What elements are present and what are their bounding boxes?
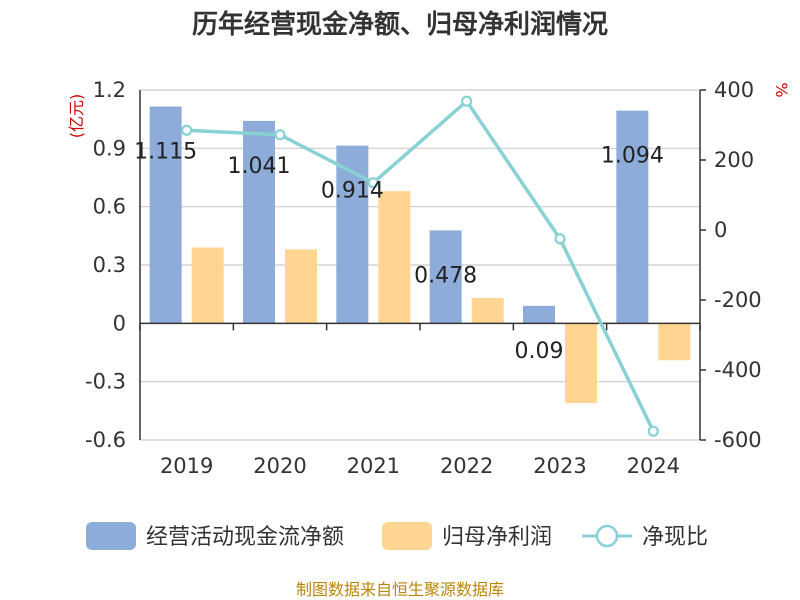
axes — [139, 89, 706, 441]
x-tick-label: 2022 — [440, 454, 493, 478]
net-profit-bar — [565, 323, 597, 404]
right-axis-unit: % — [772, 82, 791, 97]
cashflow-bar — [149, 106, 182, 324]
source-note: 制图数据来自恒生聚源数据库 — [296, 580, 504, 599]
cashflow-data-label: 1.041 — [228, 154, 291, 179]
tick-labels: 1.2 0.9 0.6 0.3 0 -0.3 -0.6 400 200 0 -200 -400 -600… — [85, 78, 762, 478]
net-profit-bar — [378, 191, 411, 324]
ratio-point — [274, 129, 286, 141]
ratio-point — [554, 233, 566, 245]
legend-swatch — [86, 522, 136, 550]
x-tick-label: 2021 — [347, 454, 400, 478]
net-profit-bar — [471, 298, 504, 324]
chart-title: 历年经营现金净额、归母净利润情况 — [192, 9, 608, 40]
ratio-point — [647, 425, 659, 437]
net-profit-bar — [191, 247, 224, 324]
ratio-point — [461, 95, 473, 107]
legend-marker — [595, 524, 619, 548]
left-tick-label: 1.2 — [93, 78, 126, 102]
right-tick-label: -400 — [714, 358, 762, 382]
cashflow-data-label: 0.478 — [414, 263, 477, 288]
cashflow-bar — [336, 145, 369, 324]
data-labels: 1.115 1.041 0.914 0.478 0.09 1.094 — [134, 140, 664, 364]
right-tick-label: -600 — [714, 428, 762, 452]
left-tick-label: 0.3 — [93, 253, 126, 277]
legend: 经营活动现金流净额 归母净利润 净现比 — [86, 522, 708, 550]
ratio-line-path — [186, 98, 655, 433]
cashflow-bar — [523, 305, 555, 324]
right-tick-label: 0 — [714, 218, 727, 242]
legend-label: 经营活动现金流净额 — [146, 525, 344, 550]
net-profit-bar — [285, 249, 317, 324]
x-tick-label: 2024 — [627, 454, 680, 478]
right-tick-label: 400 — [714, 78, 754, 102]
legend-label: 归母净利润 — [442, 525, 552, 550]
x-tick-label: 2023 — [533, 454, 586, 478]
gridlines — [140, 89, 700, 441]
x-tick-label: 2019 — [160, 454, 213, 478]
left-tick-label: -0.6 — [85, 428, 126, 452]
cashflow-bar — [243, 120, 275, 324]
left-tick-label: 0.6 — [93, 195, 126, 219]
ratio-point — [367, 177, 379, 189]
left-tick-label: -0.3 — [85, 370, 126, 394]
legend-label: 净现比 — [642, 525, 708, 550]
x-tick-label: 2020 — [253, 454, 306, 478]
cashflow-data-label: 0.09 — [515, 339, 564, 364]
net-profit-bar — [658, 323, 691, 361]
cashflow-data-label: 0.914 — [321, 179, 384, 204]
ratio-point — [181, 124, 193, 136]
left-axis-unit: (亿元) — [67, 94, 86, 139]
right-tick-label: -200 — [714, 288, 762, 312]
cashflow-bar — [429, 230, 462, 324]
ratio-line — [181, 95, 659, 437]
cashflow-bar — [616, 110, 649, 324]
left-tick-label: 0 — [113, 311, 126, 335]
legend-swatch — [382, 522, 432, 550]
right-tick-label: 200 — [714, 148, 754, 172]
cashflow-data-label: 1.115 — [134, 140, 197, 165]
bar-marks — [149, 106, 691, 404]
left-tick-label: 0.9 — [93, 136, 126, 160]
cashflow-data-label: 1.094 — [601, 144, 664, 169]
